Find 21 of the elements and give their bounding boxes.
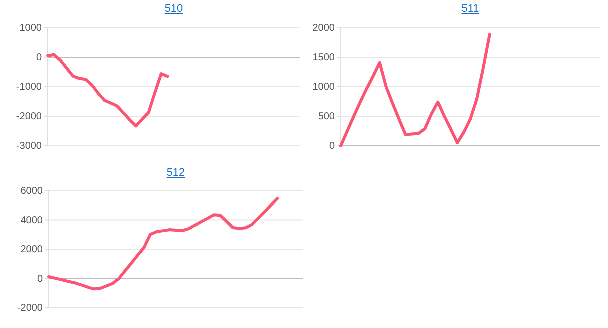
y-tick-label: 4000 [20, 215, 44, 226]
y-tick-label: -2000 [17, 303, 44, 314]
y-tick-label: -3000 [16, 141, 42, 152]
line-series [46, 53, 170, 128]
y-tick-label: 0 [36, 52, 42, 64]
chart-title: 512 [166, 167, 186, 179]
chart-title: 511 [462, 3, 480, 15]
y-tick-label: 2000 [20, 244, 44, 256]
chart-title: 510 [164, 3, 184, 15]
line-series [48, 197, 280, 291]
y-tick-label: 1000 [312, 82, 336, 94]
y-tick-label: 0 [329, 141, 336, 152]
y-tick-label: -1000 [16, 82, 42, 94]
line-series [340, 32, 492, 148]
y-tick-label: -2000 [16, 112, 42, 123]
y-tick-label: 500 [318, 112, 336, 123]
y-tick-label: 0 [37, 274, 44, 285]
y-tick-label: 2000 [312, 23, 336, 34]
y-tick-label: 1000 [20, 23, 42, 34]
y-tick-label: 1500 [312, 52, 336, 64]
y-tick-label: 6000 [20, 186, 44, 198]
